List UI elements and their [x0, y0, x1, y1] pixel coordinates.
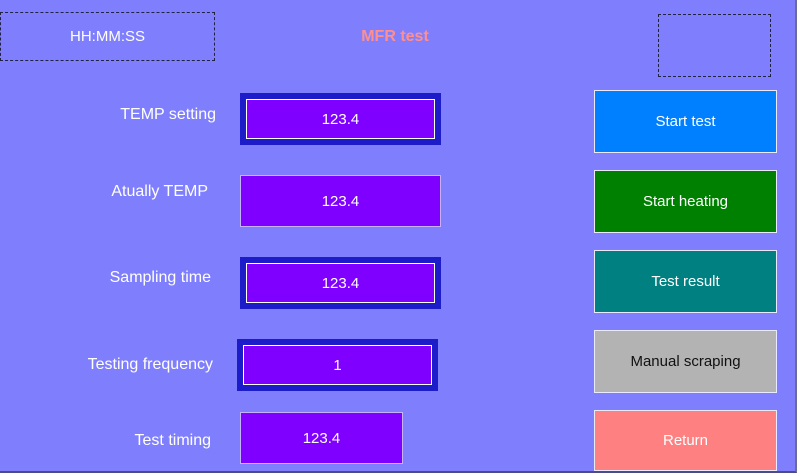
temp-setting-label: TEMP setting — [120, 106, 216, 123]
clock-display: HH:MM:SS — [0, 12, 215, 61]
actual-temp-display: 123.4 — [240, 175, 441, 227]
testing-frequency-label: Testing frequency — [87, 356, 213, 373]
manual-scraping-button[interactable]: Manual scraping — [594, 330, 777, 393]
test-result-button[interactable]: Test result — [594, 250, 777, 313]
status-box — [658, 14, 771, 77]
return-button[interactable]: Return — [594, 410, 777, 471]
actual-temp-label: Atually TEMP — [111, 183, 208, 200]
start-heating-button[interactable]: Start heating — [594, 170, 777, 233]
sampling-time-input[interactable]: 123.4 — [240, 257, 441, 309]
test-timing-display: 123.4 — [240, 412, 403, 464]
testing-frequency-input[interactable]: 1 — [237, 339, 438, 391]
sampling-time-label: Sampling time — [109, 269, 211, 286]
temp-setting-input[interactable]: 123.4 — [240, 93, 441, 145]
start-test-button[interactable]: Start test — [594, 90, 777, 153]
page-title: MFR test — [361, 28, 429, 45]
test-timing-label: Test timing — [134, 432, 211, 449]
